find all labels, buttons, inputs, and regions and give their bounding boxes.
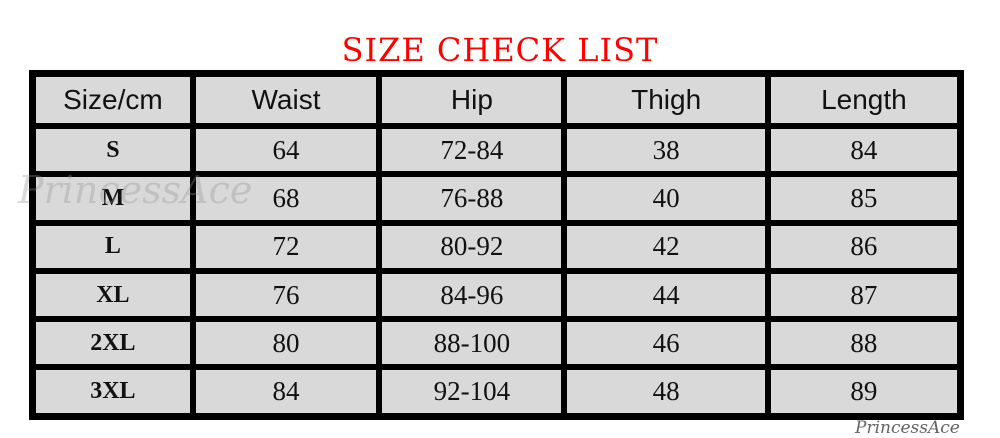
cell-length: 88 [764, 316, 964, 371]
cell-thigh: 40 [561, 171, 771, 226]
table-header-row: Size/cm Waist Hip Thigh Length [29, 70, 964, 129]
cell-hip: 88-100 [376, 316, 568, 371]
cell-length: 87 [764, 267, 964, 323]
watermark-logo-corner: PrincessAce [855, 418, 960, 438]
cell-size: M [29, 171, 196, 226]
table-row: 2XL 80 88-100 46 88 [29, 316, 964, 371]
cell-hip: 84-96 [376, 267, 568, 323]
cell-size: S [29, 122, 196, 178]
table-row: S 64 72-84 38 84 [29, 122, 964, 178]
cell-waist: 80 [189, 316, 383, 371]
page-title: SIZE CHECK LIST [341, 31, 659, 69]
header-thigh: Thigh [561, 70, 771, 129]
cell-waist: 72 [189, 219, 383, 274]
cell-length: 86 [764, 219, 964, 274]
size-table: Size/cm Waist Hip Thigh Length S 64 72-84 3… [29, 70, 964, 420]
cell-hip: 80-92 [376, 219, 568, 274]
cell-length: 84 [764, 122, 964, 178]
table-row: L 72 80-92 42 86 [29, 219, 964, 274]
cell-waist: 68 [189, 171, 383, 226]
header-length: Length [764, 70, 964, 129]
cell-waist: 84 [189, 364, 383, 420]
cell-hip: 92-104 [376, 364, 568, 420]
cell-hip: 72-84 [376, 122, 568, 178]
table-row: XL 76 84-96 44 87 [29, 267, 964, 323]
cell-thigh: 48 [561, 364, 771, 420]
cell-size: L [29, 219, 196, 274]
cell-thigh: 38 [561, 122, 771, 178]
cell-size: 2XL [29, 316, 196, 371]
cell-hip: 76-88 [376, 171, 568, 226]
cell-thigh: 44 [561, 267, 771, 323]
cell-size: XL [29, 267, 196, 323]
table-row: M 68 76-88 40 85 [29, 171, 964, 226]
cell-length: 89 [764, 364, 964, 420]
cell-length: 85 [764, 171, 964, 226]
header-hip: Hip [376, 70, 568, 129]
header-waist: Waist [189, 70, 383, 129]
header-size: Size/cm [29, 70, 196, 129]
cell-thigh: 42 [561, 219, 771, 274]
cell-waist: 64 [189, 122, 383, 178]
table-row: 3XL 84 92-104 48 89 [29, 364, 964, 420]
cell-thigh: 46 [561, 316, 771, 371]
cell-size: 3XL [29, 364, 196, 420]
cell-waist: 76 [189, 267, 383, 323]
